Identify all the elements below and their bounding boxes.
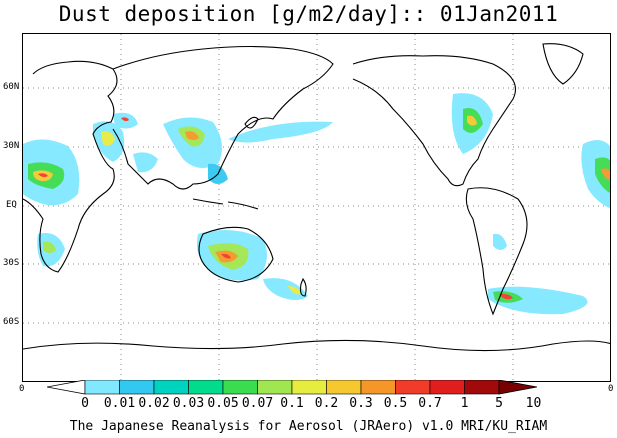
dust-region-pacific-plume	[228, 121, 333, 143]
colorbar-swatch	[360, 380, 396, 395]
coastline-greenland	[542, 43, 584, 85]
gridlines	[23, 34, 610, 381]
dust-region-iran-hot	[121, 117, 129, 122]
dust-region-argentina	[493, 233, 507, 250]
dust-region-arabia-core	[101, 131, 115, 146]
colorbar-swatch	[395, 380, 431, 395]
world-map	[23, 34, 610, 381]
colorbar-swatch	[326, 380, 362, 395]
coastline-north-america	[352, 55, 517, 187]
coastline-japan	[244, 116, 259, 129]
colorbar-tick-label: 0.01	[103, 396, 136, 411]
colorbar-tick-label: 10	[525, 396, 542, 411]
dust-deposition-field	[23, 93, 610, 315]
colorbar-swatch	[222, 380, 258, 395]
coastline-indonesia	[192, 198, 259, 210]
axis-corner-left: 0	[19, 384, 25, 394]
colorbar-swatch	[119, 380, 155, 395]
colorbar-swatch	[188, 380, 224, 395]
colorbar-swatch	[291, 380, 327, 395]
colorbar-tick-label: 0.7	[418, 396, 442, 411]
colorbar-tick-label: 0	[81, 396, 89, 411]
dust-region-india	[133, 152, 158, 173]
coastlines	[23, 43, 610, 352]
dust-region-patagonia-hot	[499, 293, 513, 300]
coastline-new-zealand	[299, 277, 307, 297]
dust-region-gobi-peak	[185, 131, 199, 140]
lat-label-30n: 30N	[3, 141, 20, 151]
colorbar-swatch	[429, 380, 465, 395]
colorbar-tick-label: 0.1	[280, 396, 304, 411]
axis-corner-right: 0	[608, 384, 614, 394]
colorbar-tick-label: 0.07	[241, 396, 274, 411]
colorbar-arrow-low	[47, 380, 86, 395]
dust-region-north-america-peak	[467, 115, 477, 126]
dust-region-atlantic-peak	[601, 168, 610, 180]
colorbar-arrow-high	[498, 380, 538, 395]
colorbar-tick-label: 5	[495, 396, 503, 411]
dust-region-tasman	[263, 278, 308, 300]
dust-region-atlantic-core	[595, 157, 610, 193]
lat-label-30s: 30S	[3, 258, 20, 268]
coastline-antarctica	[23, 339, 610, 352]
colorbar-tick-label: 0.02	[138, 396, 170, 411]
lat-label-60n: 60N	[3, 82, 20, 92]
lat-label-eq: EQ	[6, 200, 17, 210]
colorbar-swatch	[84, 380, 120, 395]
map-title: Dust deposition [g/m2/day]:: 01Jan2011	[58, 2, 559, 26]
dust-region-tasman-core	[288, 286, 301, 295]
colorbar-tick-label: 0.03	[172, 396, 205, 411]
colorbar-tick-label: 0.3	[349, 396, 373, 411]
dust-region-southern-africa-core	[43, 241, 56, 253]
dust-region-australia-hot	[221, 253, 231, 259]
colorbar-swatch	[153, 380, 189, 395]
colorbar-swatch	[257, 380, 293, 395]
colorbar-tick-label: 1	[460, 396, 469, 411]
colorbar-swatch	[464, 380, 500, 395]
colorbar	[47, 380, 538, 395]
colorbar-tick-label: 0.2	[314, 396, 339, 411]
coastline-asia	[112, 45, 334, 190]
colorbar-tick-label: 0.05	[207, 396, 239, 411]
footer-credit: The Japanese Reanalysis for Aerosol (JRA…	[69, 419, 548, 434]
lat-label-60s: 60S	[3, 317, 20, 327]
dust-region-sahara-hot	[38, 173, 48, 178]
colorbar-tick-label: 0.5	[383, 396, 408, 411]
coastline-south-america	[465, 187, 528, 316]
coastline-australia	[198, 226, 274, 283]
map-panel	[22, 33, 611, 382]
